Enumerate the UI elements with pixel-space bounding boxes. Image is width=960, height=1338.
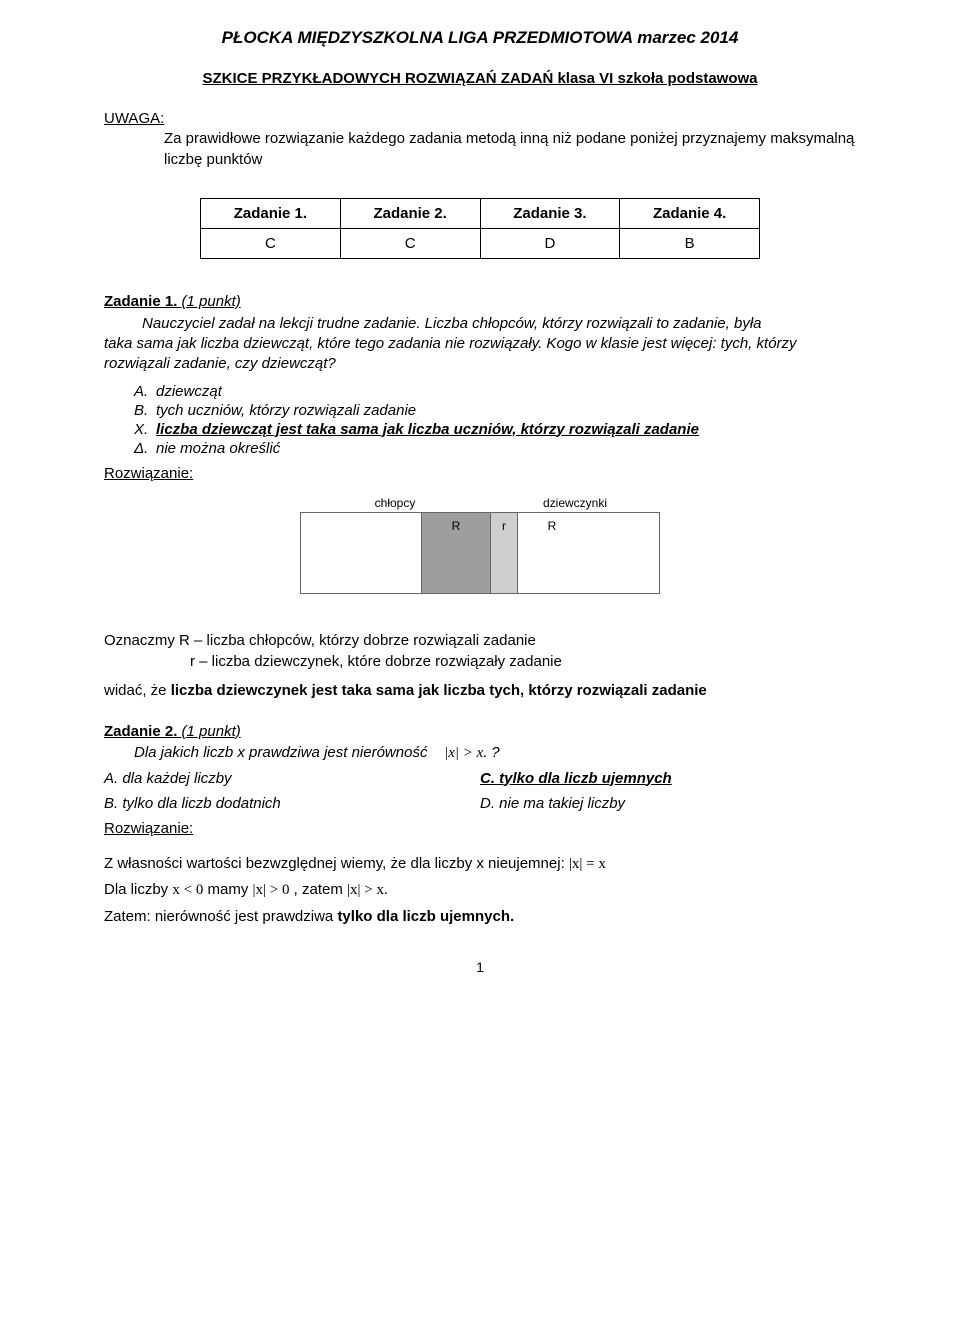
z2-opt-c: C. tylko dla liczb ujemnych	[480, 770, 672, 787]
diagram-seg-r: r	[491, 513, 518, 593]
answers-header: Zadanie 1.	[201, 198, 341, 228]
sol2-l2a: Dla liczby	[104, 881, 172, 898]
answers-header: Zadanie 4.	[620, 198, 760, 228]
page-number: 1	[104, 959, 856, 975]
z1-q-line1: Nauczyciel zadał na lekcji trudne zadani…	[104, 314, 856, 334]
page-subtitle: SZKICE PRZYKŁADOWYCH ROZWIĄZAŃ ZADAŃ kla…	[104, 70, 856, 87]
sol2-l2e: , zatem	[294, 881, 347, 898]
sol2-l3a: Zatem: nierówność jest prawdziwa	[104, 908, 337, 925]
sol2-l2b: x < 0	[172, 882, 203, 898]
z1-opt-d: nie można określić	[156, 440, 280, 457]
z1-conclusion: widać, że liczba dziewczynek jest taka s…	[104, 682, 856, 699]
z2-options: A. dla każdej liczby B. tylko dla liczb …	[104, 770, 856, 820]
answers-value: D	[480, 228, 620, 258]
z2-opt-d: D. nie ma takiej liczby	[480, 795, 856, 812]
diagram-boys-label: chłopcy	[300, 496, 490, 510]
answers-value: C	[340, 228, 480, 258]
sol1-conc-b: liczba dziewczynek jest taka sama jak li…	[171, 682, 707, 699]
z2-q-text: Dla jakich liczb x prawdziwa jest nierów…	[134, 744, 427, 761]
answers-header: Zadanie 3.	[480, 198, 620, 228]
z2-qmark: ?	[491, 744, 499, 761]
answers-value: C	[201, 228, 341, 258]
diagram-seg-r1: R	[422, 513, 491, 593]
z2-heading: Zadanie 2. (1 punkt)	[104, 723, 856, 740]
sol1-conc-a: widać, że	[104, 682, 171, 699]
diagram-seg-r2: R	[518, 513, 586, 593]
z1-heading: Zadanie 1. (1 punkt)	[104, 293, 856, 310]
answers-table: Zadanie 1. Zadanie 2. Zadanie 3. Zadanie…	[200, 198, 760, 259]
z1-opt-b: tych uczniów, którzy rozwiązali zadanie	[156, 402, 416, 419]
answers-header: Zadanie 2.	[340, 198, 480, 228]
z1-opt-c: liczba dziewcząt jest taka sama jak licz…	[156, 421, 699, 438]
sol2-l2f: |x| > x.	[347, 882, 388, 898]
z2-opt-b: B. tylko dla liczb dodatnich	[104, 795, 480, 812]
uwaga-label: UWAGA:	[104, 110, 164, 127]
sol1-line2: r – liczba dziewczynek, które dobrze roz…	[104, 651, 856, 672]
z2-ineq: |x| > x.	[444, 745, 487, 761]
z2-question: Dla jakich liczb x prawdziwa jest nierów…	[134, 744, 856, 762]
diagram: chłopcy dziewczynki R r R	[300, 496, 660, 594]
z1-q-rest: taka sama jak liczba dziewcząt, które te…	[104, 335, 797, 372]
z2-points: (1 punkt)	[182, 723, 241, 740]
diagram-seg-blank	[301, 513, 422, 593]
z1-solution: Oznaczmy R – liczba chłopców, którzy dob…	[104, 630, 856, 672]
answers-value: B	[620, 228, 760, 258]
table-row: C C D B	[201, 228, 760, 258]
diagram-girls-label: dziewczynki	[490, 496, 660, 510]
z1-opt-a: dziewcząt	[156, 383, 222, 400]
solution-label-2: Rozwiązanie:	[104, 820, 856, 837]
sol1-line1: Oznaczmy R – liczba chłopców, którzy dob…	[104, 630, 856, 651]
z1-points: (1 punkt)	[182, 293, 241, 310]
sol2-l2d: |x| > 0	[253, 882, 290, 898]
page-title: PŁOCKA MIĘDZYSZKOLNA LIGA PRZEDMIOTOWA m…	[104, 28, 856, 48]
z2-opt-a: A. dla każdej liczby	[104, 770, 480, 787]
z1-options: A.dziewcząt B.tych uczniów, którzy rozwi…	[134, 383, 856, 457]
sol2-l2c: mamy	[208, 881, 253, 898]
sol2-l3b: tylko dla liczb ujemnych.	[337, 908, 514, 925]
sol2-l1a: Z własności wartości bezwzględnej wiemy,…	[104, 855, 569, 872]
uwaga-text: Za prawidłowe rozwiązanie każdego zadani…	[104, 129, 856, 170]
uwaga-block: UWAGA: Za prawidłowe rozwiązanie każdego…	[104, 109, 856, 170]
z2-solution: Z własności wartości bezwzględnej wiemy,…	[104, 851, 856, 930]
z2-heading-text: Zadanie 2.	[104, 723, 177, 740]
z1-heading-text: Zadanie 1.	[104, 293, 177, 310]
table-row: Zadanie 1. Zadanie 2. Zadanie 3. Zadanie…	[201, 198, 760, 228]
solution-label: Rozwiązanie:	[104, 465, 856, 482]
sol2-l1b: |x| = x	[569, 856, 606, 872]
z1-question: Nauczyciel zadał na lekcji trudne zadani…	[104, 314, 856, 375]
